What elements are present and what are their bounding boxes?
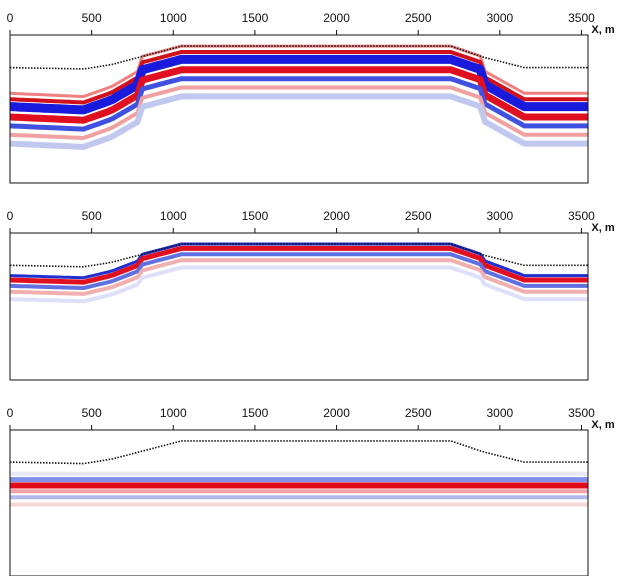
panel-frame [9,34,589,184]
x-tick-label: 500 [82,11,102,25]
x-axis-label: X, m [591,222,614,234]
x-tick-label: 3000 [486,209,513,223]
seismic-band [10,54,588,115]
x-tick-label: 1500 [242,406,269,420]
x-tick-label: 1000 [160,209,187,223]
x-tick-label: 0 [7,209,14,223]
surface-line [10,45,588,70]
x-tick-label: 1000 [160,11,187,25]
panel-frame [9,232,589,381]
x-tick-label: 2000 [323,406,350,420]
seismic-band [10,50,588,105]
x-tick-label: 2000 [323,209,350,223]
panel [10,44,588,150]
x-tick-label: 2500 [405,209,432,223]
x-tick-label: 2500 [405,406,432,420]
x-tick-label: 3500 [568,11,595,25]
x-tick-label: 3500 [568,209,595,223]
x-axis-label: X, m [591,24,614,36]
seismic-band [10,66,588,124]
x-tick-label: 0 [7,406,14,420]
x-tick-label: 2500 [405,11,432,25]
x-tick-label: 500 [82,406,102,420]
seismic-band [10,85,588,140]
seismic-band [10,93,588,150]
x-tick-label: 1000 [160,406,187,420]
x-tick-label: 3500 [568,406,595,420]
x-tick-label: 3000 [486,406,513,420]
x-tick-label: 0 [7,11,14,25]
panel [10,440,588,507]
x-tick-label: 2000 [323,11,350,25]
seismic-band [10,258,588,296]
x-tick-label: 500 [82,209,102,223]
panel [10,242,588,304]
surface-line [10,243,588,268]
x-tick-label: 1500 [242,11,269,25]
seismic-band [10,252,588,290]
surface-line [10,440,588,465]
x-tick-label: 3000 [486,11,513,25]
x-axis-label: X, m [591,419,614,431]
x-tick-label: 1500 [242,209,269,223]
seismic-band [10,265,588,304]
seismic-band [10,76,588,132]
seismic-band [10,245,588,285]
